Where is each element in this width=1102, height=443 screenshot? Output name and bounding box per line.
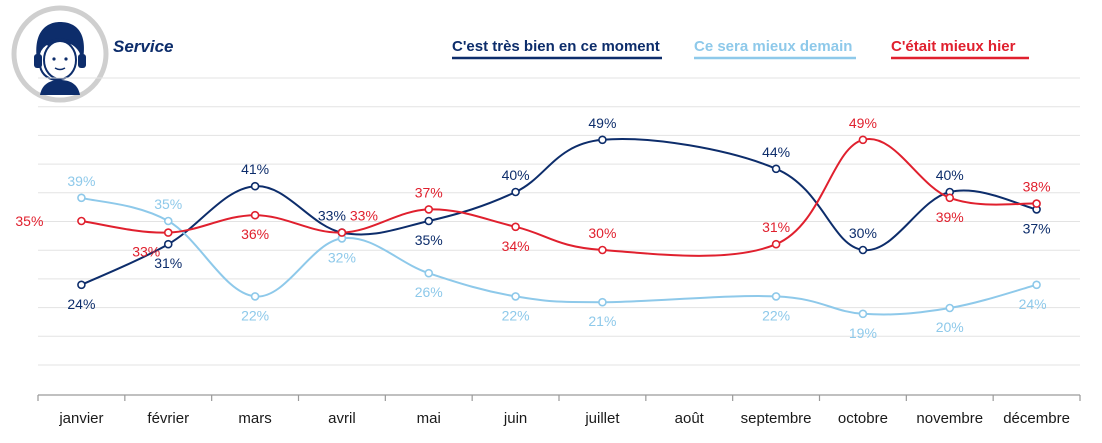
data-point <box>424 216 434 226</box>
x-tick-label-mars: mars <box>238 410 271 427</box>
data-label: 20% <box>936 319 964 335</box>
data-point <box>1032 280 1041 290</box>
x-tick-label-juillet: juillet <box>584 410 620 427</box>
x-tick-label-decembre: décembre <box>1003 410 1070 427</box>
data-label: 30% <box>588 225 616 241</box>
data-label: 32% <box>328 249 356 265</box>
data-point <box>598 297 607 307</box>
data-point <box>77 280 86 290</box>
data-label: 44% <box>762 144 790 160</box>
data-point <box>77 193 86 203</box>
data-label: 37% <box>415 184 443 200</box>
gridlines <box>38 77 1080 366</box>
headset-avatar-icon <box>11 5 109 103</box>
series-lines <box>77 135 1041 319</box>
data-point <box>250 181 260 191</box>
data-label: 35% <box>154 196 182 212</box>
data-label: 26% <box>415 284 443 300</box>
chart-title: Service <box>113 37 174 56</box>
data-point <box>511 187 520 197</box>
legend: C'est très bien en ce moment Ce sera mieu… <box>452 38 1029 60</box>
legend-label-1: C'est très bien en ce moment <box>452 38 660 55</box>
data-label: 21% <box>588 313 616 329</box>
series-line-2 <box>81 196 1037 316</box>
series-line-1 <box>80 138 1037 286</box>
data-label: 30% <box>849 225 877 241</box>
x-tick-label-novembre: novembre <box>916 410 983 427</box>
data-point <box>1032 199 1041 208</box>
data-label: 24% <box>1019 296 1047 312</box>
data-label: 37% <box>1023 220 1051 236</box>
x-axis: janvier février mars avril mai juin juillet aoû… <box>37 394 1081 427</box>
data-point <box>598 245 607 255</box>
x-tick-label-avril: avril <box>328 410 356 427</box>
data-label: 40% <box>502 167 530 183</box>
data-point <box>771 164 781 174</box>
data-label: 49% <box>849 115 877 131</box>
data-point <box>858 309 868 319</box>
x-tick-label-fevrier: février <box>147 410 189 427</box>
data-label: 31% <box>762 219 790 235</box>
data-label: 40% <box>936 167 964 183</box>
data-label: 31% <box>154 255 182 271</box>
data-point <box>250 292 260 301</box>
x-tick-label-aout: août <box>675 410 705 427</box>
series-line-3 <box>81 137 1037 257</box>
data-point <box>424 268 434 278</box>
data-point <box>163 239 173 249</box>
data-point <box>250 210 260 220</box>
data-label: 41% <box>241 161 269 177</box>
data-label: 33% <box>132 244 160 260</box>
data-label: 33% <box>318 208 346 224</box>
data-point <box>945 303 955 313</box>
data-point <box>511 292 520 301</box>
data-point <box>858 245 868 255</box>
data-label: 33% <box>350 208 378 224</box>
data-point <box>77 216 86 226</box>
data-label: 39% <box>936 209 964 225</box>
data-label: 19% <box>849 325 877 341</box>
data-point <box>945 193 955 203</box>
data-point <box>858 135 868 145</box>
x-tick-label-juin: juin <box>503 410 527 427</box>
data-label: 35% <box>15 213 43 229</box>
data-point <box>337 228 347 237</box>
x-tick-label-mai: mai <box>417 410 441 427</box>
x-tick-label-janvier: janvier <box>58 410 103 427</box>
data-label: 39% <box>67 173 95 189</box>
data-label: 34% <box>502 238 530 254</box>
data-label: 49% <box>588 115 616 131</box>
data-point <box>424 205 434 214</box>
data-point <box>511 222 520 232</box>
data-label: 24% <box>67 296 95 312</box>
x-tick-label-septembre: septembre <box>741 410 812 427</box>
data-labels: 24% 31% 41% 33% 35% 40% 49% 44% 30% 40% 37% 39% 35% 2… <box>15 115 1050 341</box>
legend-label-2: Ce sera mieux demain <box>694 38 852 55</box>
data-point <box>163 228 173 237</box>
legend-label-3: C'était mieux hier <box>891 38 1016 55</box>
data-label: 36% <box>241 226 269 242</box>
data-point <box>771 239 781 249</box>
data-label: 22% <box>241 307 269 323</box>
data-label: 22% <box>502 307 530 323</box>
x-tick-label-octobre: octobre <box>838 410 888 427</box>
data-point <box>163 216 173 226</box>
data-label: 35% <box>415 232 443 248</box>
data-point <box>598 135 607 145</box>
data-label: 38% <box>1023 179 1051 195</box>
data-label: 22% <box>762 307 790 323</box>
data-point <box>771 292 781 301</box>
